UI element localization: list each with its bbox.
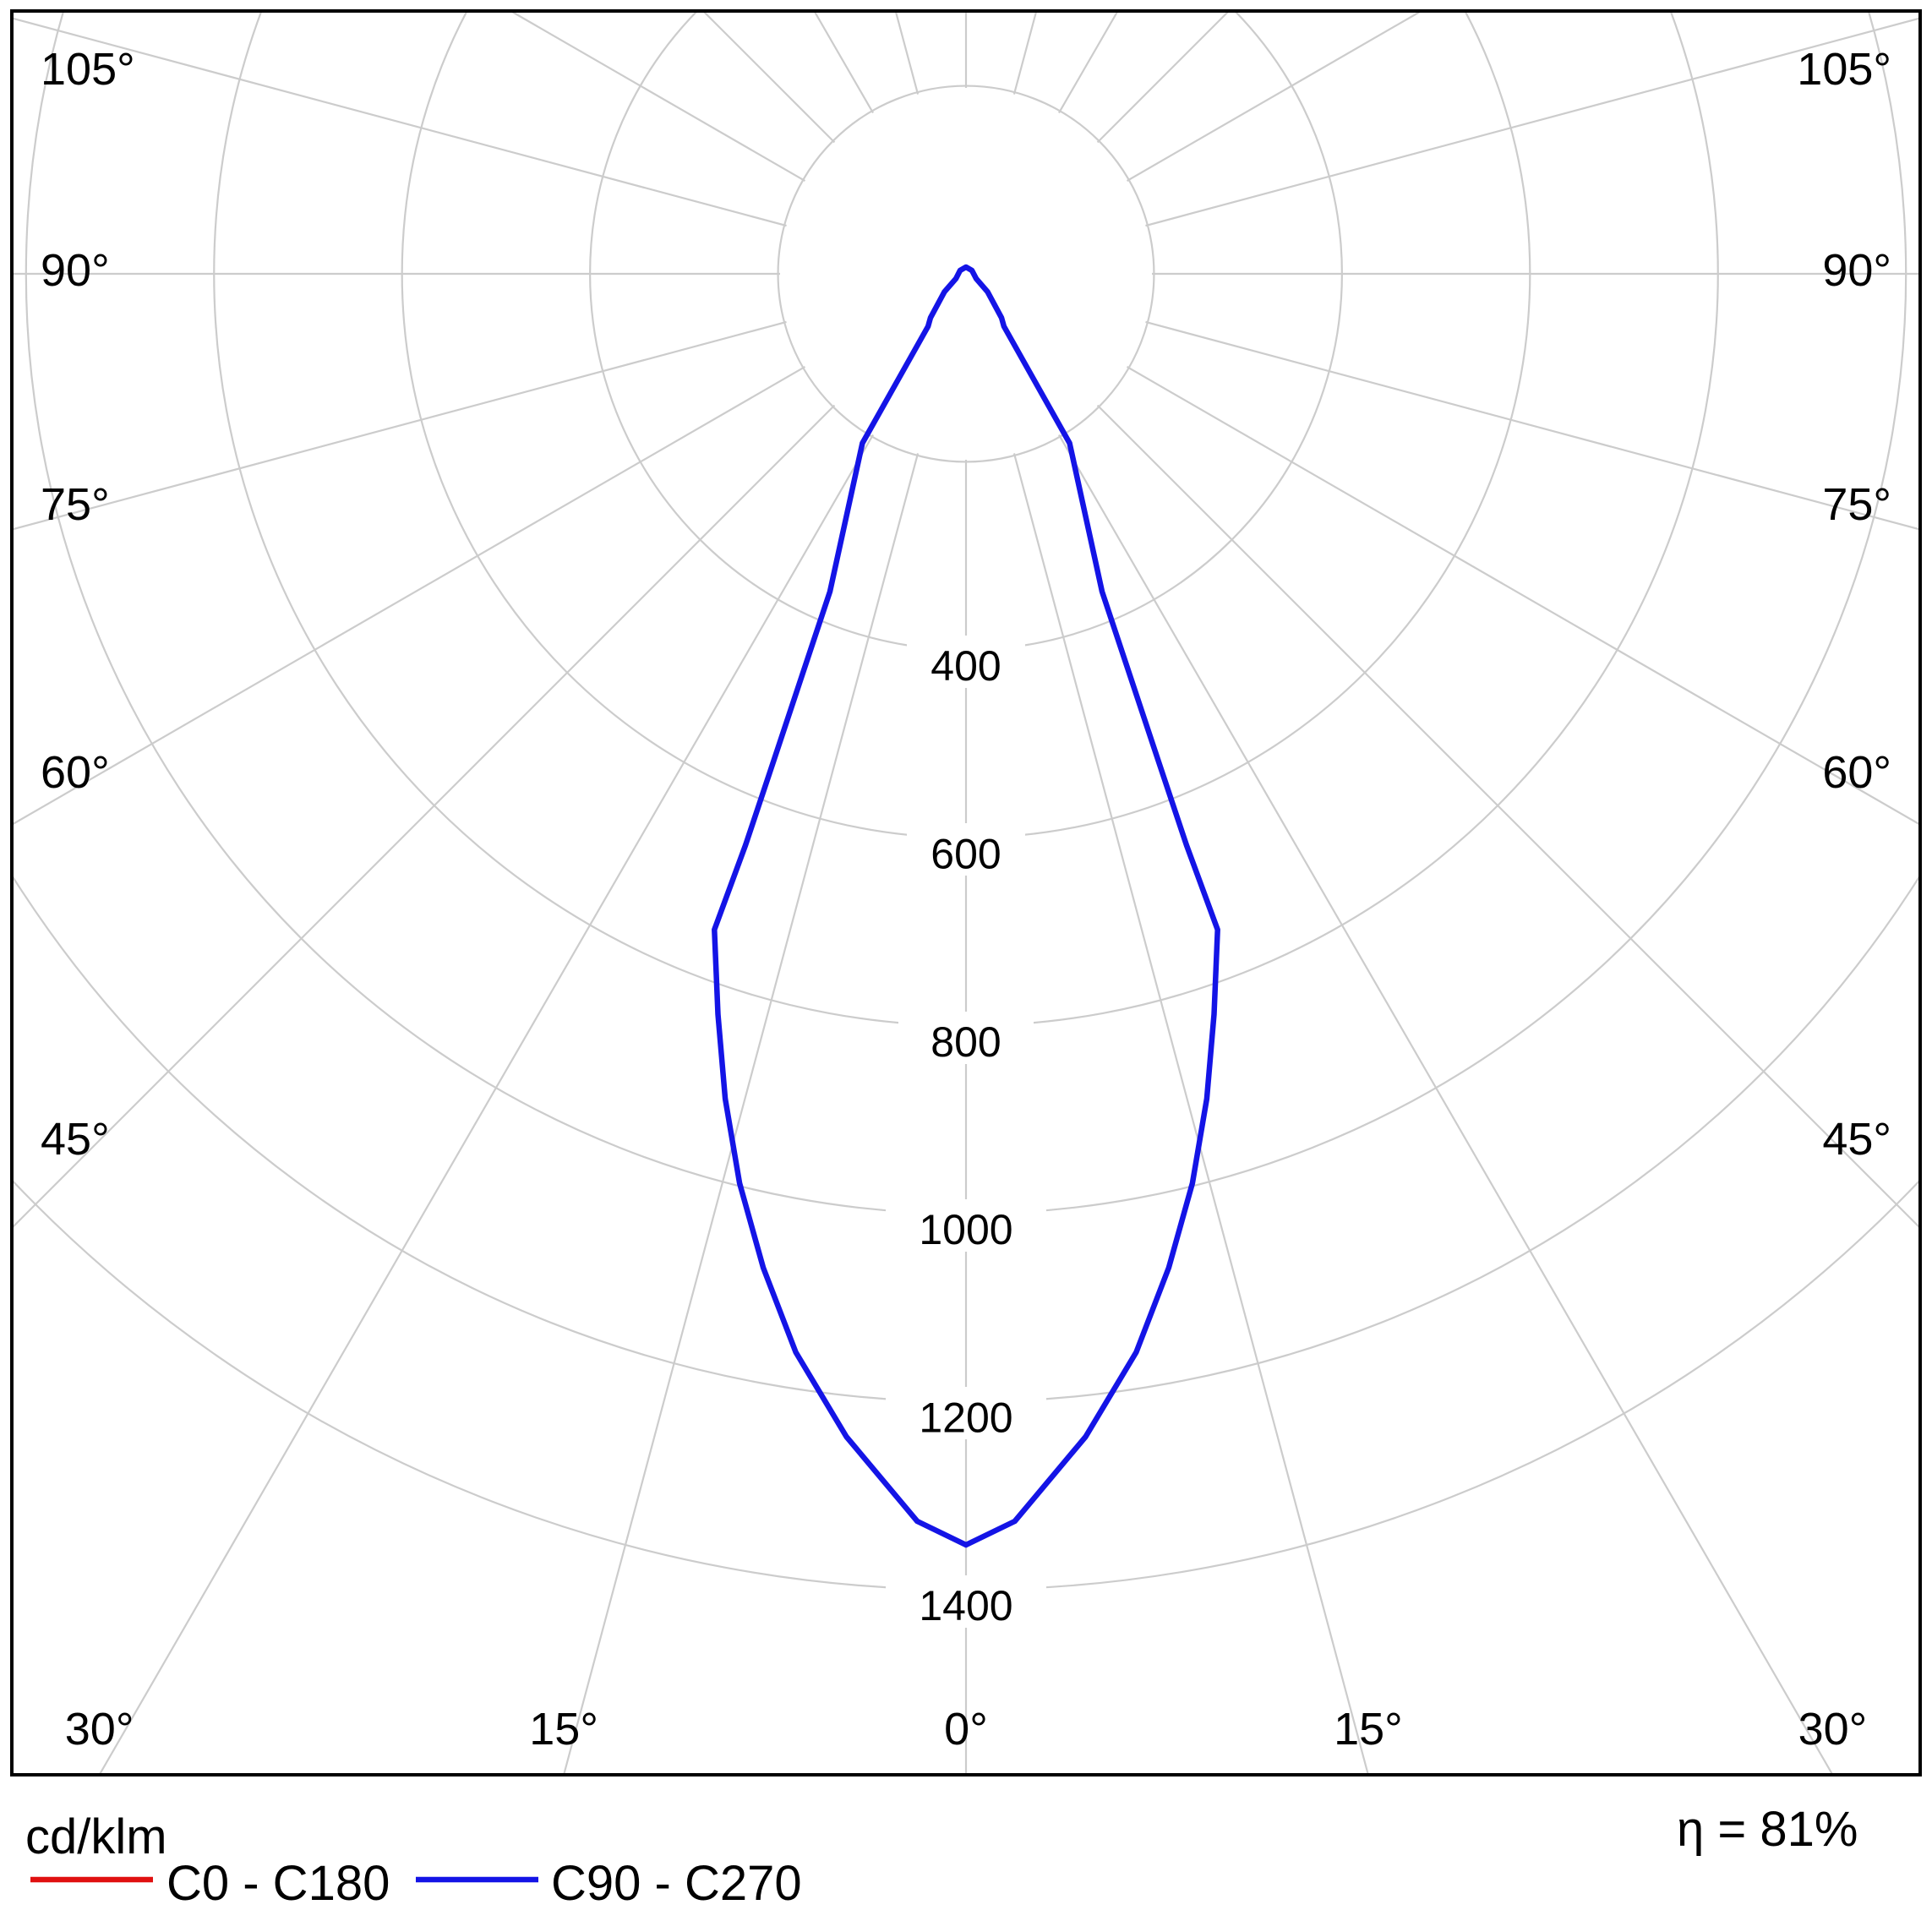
svg-text:105°: 105°: [41, 44, 135, 95]
svg-text:C0 - C180: C0 - C180: [166, 1856, 390, 1911]
svg-text:45°: 45°: [1822, 1114, 1891, 1165]
svg-text:60°: 60°: [41, 747, 110, 798]
svg-text:800: 800: [931, 1018, 1001, 1066]
svg-text:cd/klm: cd/klm: [25, 1809, 167, 1864]
svg-text:75°: 75°: [1822, 479, 1891, 530]
svg-text:105°: 105°: [1797, 44, 1891, 95]
svg-text:15°: 15°: [529, 1704, 598, 1755]
svg-text:30°: 30°: [65, 1704, 134, 1755]
svg-text:1200: 1200: [919, 1394, 1012, 1442]
svg-text:C90 - C270: C90 - C270: [551, 1856, 802, 1911]
svg-text:600: 600: [931, 830, 1001, 877]
svg-text:30°: 30°: [1798, 1704, 1868, 1755]
svg-text:400: 400: [931, 642, 1001, 690]
svg-text:η = 81%: η = 81%: [1677, 1802, 1858, 1857]
svg-text:1000: 1000: [919, 1206, 1012, 1253]
svg-text:90°: 90°: [41, 245, 110, 296]
svg-text:15°: 15°: [1334, 1704, 1403, 1755]
svg-text:1400: 1400: [919, 1582, 1012, 1629]
svg-text:45°: 45°: [41, 1114, 110, 1165]
svg-text:90°: 90°: [1822, 245, 1891, 296]
svg-text:0°: 0°: [944, 1704, 988, 1755]
svg-text:75°: 75°: [41, 479, 110, 530]
svg-text:60°: 60°: [1822, 747, 1891, 798]
